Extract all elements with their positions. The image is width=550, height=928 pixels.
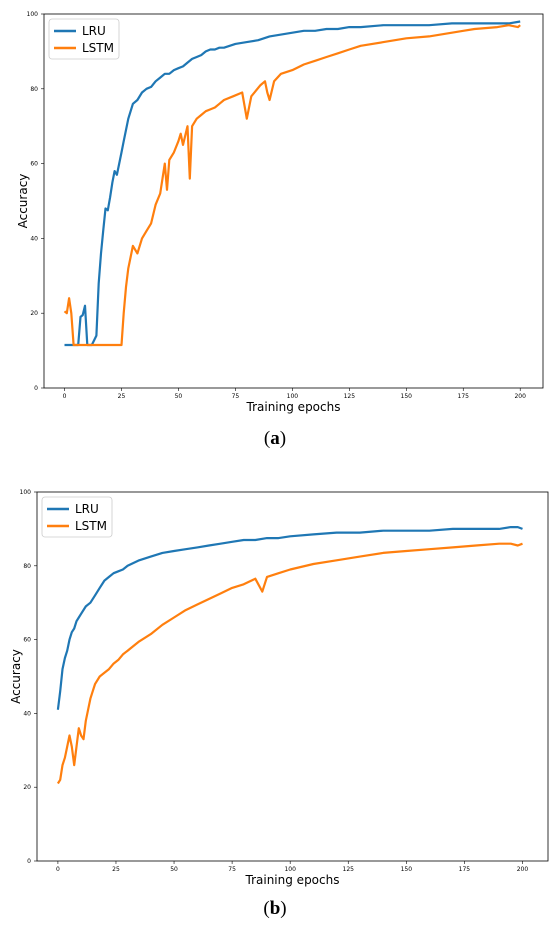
y-tick-label: 80 xyxy=(30,86,38,93)
y-tick-label: 40 xyxy=(30,235,38,242)
legend-label-lru: LRU xyxy=(75,502,99,516)
x-tick-label: 150 xyxy=(401,393,413,400)
legend-label-lru: LRU xyxy=(82,24,106,38)
x-tick-label: 100 xyxy=(284,866,296,873)
y-tick-label: 60 xyxy=(23,637,31,644)
x-axis-label: Training epochs xyxy=(245,873,340,887)
series-line-lru xyxy=(64,20,521,347)
series-line-lstm xyxy=(63,24,521,347)
caption-a-prefix: ( xyxy=(263,428,271,449)
y-tick-label: 0 xyxy=(27,858,31,865)
x-tick-label: 200 xyxy=(517,866,529,873)
x-tick-label: 175 xyxy=(458,393,470,400)
y-tick-label: 100 xyxy=(27,11,39,18)
caption-a: (a) xyxy=(0,428,550,450)
y-tick-label: 60 xyxy=(30,161,38,168)
caption-a-letter: a xyxy=(270,428,280,449)
x-tick-label: 75 xyxy=(228,866,236,873)
chart-b: 0 25 50 75 100 125 150 175 200020406080100Traini… xyxy=(9,489,549,887)
x-axis-label: Training epochs xyxy=(246,400,341,414)
caption-a-suffix: ) xyxy=(279,428,287,449)
legend-label-lstm: LSTM xyxy=(82,41,114,55)
x-tick-label: 100 xyxy=(287,393,299,400)
x-tick-label: 200 xyxy=(514,393,526,400)
x-tick-label: 125 xyxy=(343,866,355,873)
x-tick-label: 175 xyxy=(459,866,471,873)
y-tick-label: 100 xyxy=(20,489,32,496)
y-axis-label: Accuracy xyxy=(16,174,30,229)
caption-b-letter: b xyxy=(269,898,281,919)
chart-a: 0 25 50 75 100 125 150 175 200020406080100Traini… xyxy=(16,11,544,414)
x-tick-label: 25 xyxy=(118,393,126,400)
y-axis-label: Accuracy xyxy=(9,649,23,704)
series-line-lstm xyxy=(56,542,523,785)
y-tick-label: 40 xyxy=(23,710,31,717)
y-tick-label: 20 xyxy=(30,310,38,317)
caption-b-prefix: ( xyxy=(263,898,270,919)
y-tick-label: 20 xyxy=(23,784,31,791)
y-tick-label: 80 xyxy=(23,563,31,570)
y-tick-label: 0 xyxy=(34,385,38,392)
plot-frame xyxy=(43,13,544,389)
x-tick-label: 0 xyxy=(63,393,67,400)
figure-panel-a: 0 25 50 75 100 125 150 175 200 0 20 40 60 80 100 Traini… xyxy=(0,0,550,460)
x-tick-label: 0 xyxy=(56,866,60,873)
caption-b-suffix: ) xyxy=(280,898,287,919)
plot-frame xyxy=(36,491,549,862)
x-tick-label: 75 xyxy=(232,393,240,400)
x-tick-label: 25 xyxy=(112,866,120,873)
x-tick-label: 125 xyxy=(344,393,356,400)
figure-panel-b: 0 25 50 75 100 125 150 175 200 0 20 40 60 80 100 Traini… xyxy=(0,470,550,928)
series-line-lru xyxy=(56,526,523,710)
legend-label-lstm: LSTM xyxy=(75,519,107,533)
x-tick-label: 50 xyxy=(175,393,183,400)
caption-b: (b) xyxy=(0,898,550,920)
x-tick-label: 150 xyxy=(401,866,413,873)
x-tick-label: 50 xyxy=(170,866,178,873)
